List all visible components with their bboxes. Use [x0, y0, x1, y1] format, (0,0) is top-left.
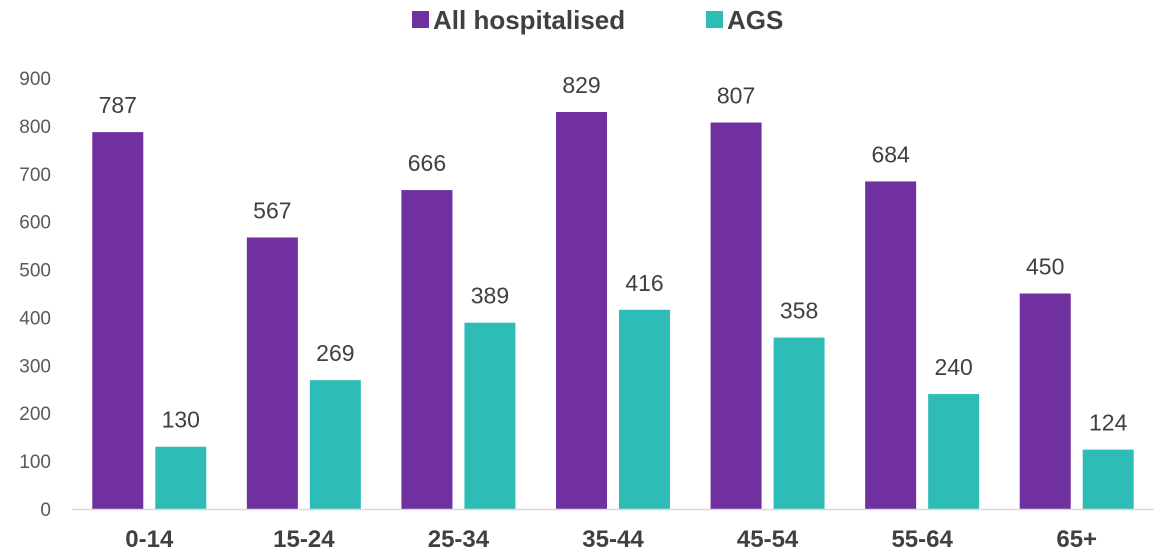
- x-tick-label: 25-34: [428, 526, 490, 553]
- bar-all-hospitalised-0-14[interactable]: [92, 132, 144, 509]
- bar-all-hospitalised-25-34[interactable]: [401, 190, 453, 509]
- data-label: 389: [471, 283, 509, 309]
- data-label: 450: [1026, 254, 1064, 280]
- x-tick-label: 65+: [1056, 526, 1097, 553]
- data-label: 829: [562, 72, 600, 98]
- bar-group-15-24: 567 269: [246, 197, 361, 509]
- data-label: 240: [934, 354, 972, 380]
- x-tick-label: 0-14: [125, 526, 174, 553]
- bar-ags-25-34[interactable]: [464, 322, 516, 509]
- data-label: 807: [717, 83, 755, 109]
- x-tick-label: 55-64: [891, 526, 953, 553]
- bar-ags-15-24[interactable]: [309, 380, 361, 509]
- data-label: 416: [625, 270, 663, 296]
- bar-group-25-34: 666 389: [401, 150, 516, 509]
- data-label: 666: [408, 150, 446, 176]
- legend-item[interactable]: AGS: [706, 5, 783, 35]
- data-label: 684: [871, 141, 910, 167]
- y-tick-label: 0: [40, 500, 51, 521]
- legend-label: All hospitalised: [433, 5, 625, 35]
- bars: 787 130 567 269 666 389 829 416 807 358 684 240 450 1…: [92, 72, 1134, 510]
- x-axis: 0-14 15-24 25-34 35-44 45-54 55-64 65+: [72, 508, 1154, 553]
- y-tick-label: 300: [19, 356, 51, 377]
- y-tick-label: 600: [19, 213, 51, 234]
- bar-group-45-54: 807 358: [710, 83, 825, 509]
- data-label: 787: [99, 92, 137, 118]
- legend-swatch: [706, 11, 723, 28]
- y-tick-label: 900: [19, 69, 51, 90]
- y-tick-label: 200: [19, 404, 51, 425]
- bar-group-65+: 450 124: [1019, 254, 1134, 510]
- bar-group-35-44: 829 416: [556, 72, 670, 510]
- bar-ags-55-64[interactable]: [928, 394, 980, 509]
- data-label: 269: [316, 340, 354, 366]
- bar-all-hospitalised-15-24[interactable]: [246, 237, 298, 509]
- bar-all-hospitalised-35-44[interactable]: [556, 112, 607, 510]
- bar-ags-45-54[interactable]: [773, 337, 825, 509]
- y-tick-label: 800: [19, 117, 51, 138]
- bar-all-hospitalised-65+[interactable]: [1019, 293, 1071, 510]
- y-tick-label: 500: [19, 261, 51, 282]
- legend-label: AGS: [727, 5, 783, 35]
- bar-all-hospitalised-55-64[interactable]: [865, 181, 917, 509]
- x-tick-label: 45-54: [737, 526, 799, 553]
- legend: All hospitalised AGS: [412, 5, 783, 35]
- y-axis: 0 100 200 300 400 500 600 700 800 900: [19, 69, 51, 521]
- x-tick-label: 15-24: [273, 526, 335, 553]
- bar-ags-35-44[interactable]: [619, 309, 670, 509]
- data-label: 124: [1089, 410, 1128, 436]
- bar-ags-0-14[interactable]: [155, 446, 207, 509]
- y-tick-label: 100: [19, 452, 51, 473]
- legend-swatch: [412, 11, 429, 28]
- data-label: 567: [253, 197, 291, 223]
- bar-group-55-64: 684 240: [865, 141, 980, 509]
- y-tick-label: 700: [19, 165, 51, 186]
- legend-item[interactable]: All hospitalised: [412, 5, 625, 35]
- bar-all-hospitalised-45-54[interactable]: [710, 122, 762, 509]
- data-label: 358: [780, 298, 818, 324]
- x-tick-label: 35-44: [582, 526, 644, 553]
- y-tick-label: 400: [19, 308, 51, 329]
- bar-group-0-14: 787 130: [92, 92, 207, 509]
- bar-ags-65+[interactable]: [1082, 449, 1134, 509]
- data-label: 130: [162, 407, 200, 433]
